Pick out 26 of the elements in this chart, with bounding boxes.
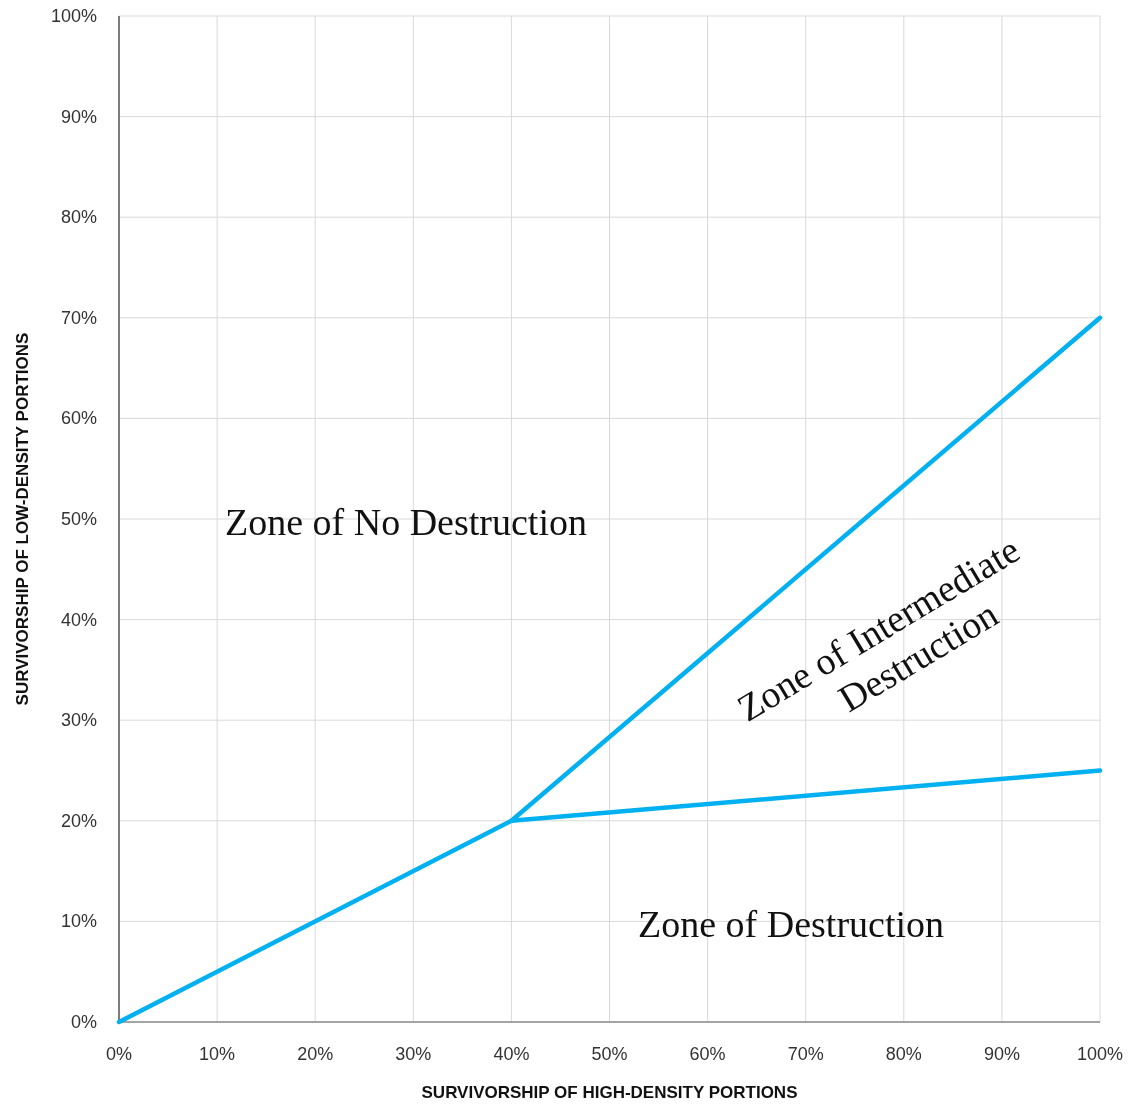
x-tick-label: 50% xyxy=(591,1044,628,1064)
y-tick-label: 20% xyxy=(60,810,97,831)
y-tick-label: 60% xyxy=(60,408,97,429)
x-tick-label: 100% xyxy=(1076,1044,1124,1064)
x-tick-label: 20% xyxy=(297,1044,334,1064)
x-tick-label: 40% xyxy=(493,1044,530,1064)
x-tick-label: 80% xyxy=(885,1044,922,1064)
y-tick-label: 100% xyxy=(50,6,97,26)
x-tick-label: 10% xyxy=(199,1044,236,1064)
y-tick-label: 40% xyxy=(60,609,97,630)
y-tick-label: 90% xyxy=(60,106,97,127)
y-tick-label: 10% xyxy=(60,911,97,932)
y-axis-title: SURVIVORSHIP OF LOW-DENSITY PORTIONS xyxy=(13,332,32,706)
x-tick-label: 90% xyxy=(983,1044,1020,1064)
x-tick-label: 0% xyxy=(105,1044,133,1064)
x-tick-label: 60% xyxy=(689,1044,726,1064)
y-tick-label: 80% xyxy=(60,207,97,228)
x-tick-label: 30% xyxy=(395,1044,432,1064)
y-tick-label: 70% xyxy=(60,307,97,328)
y-tick-label: 0% xyxy=(70,1012,97,1032)
x-axis-title: SURVIVORSHIP OF HIGH-DENSITY PORTIONS xyxy=(421,1083,798,1102)
annotation: Zone of No Destruction xyxy=(225,501,587,543)
y-tick-label: 30% xyxy=(60,710,97,731)
x-tick-label: 70% xyxy=(787,1044,824,1064)
y-tick-label: 50% xyxy=(60,509,97,529)
annotation: Zone of Destruction xyxy=(638,903,945,945)
